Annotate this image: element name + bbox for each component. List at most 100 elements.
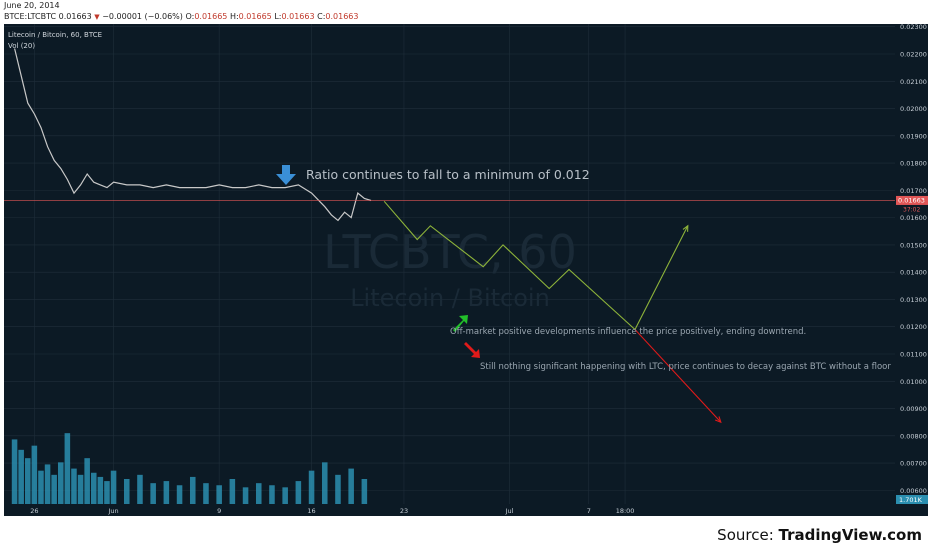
legend-volume: Vol (20) <box>8 42 35 50</box>
volume-bar <box>361 479 368 504</box>
price-chart[interactable]: LTCBTC, 60 Litecoin / Bitcoin Ratio cont… <box>0 24 932 518</box>
volume-bar <box>123 479 130 504</box>
x-tick-label: 16 <box>307 507 315 515</box>
bear-annotation: Still nothing significant happening with… <box>480 362 891 372</box>
time-axis <box>4 504 928 516</box>
volume-bar <box>90 472 97 504</box>
x-tick-label: 7 <box>587 507 591 515</box>
chart-date: June 20, 2014 <box>4 1 60 10</box>
price-axis <box>895 24 928 504</box>
volume-bar <box>64 433 71 504</box>
volume-bar <box>229 479 236 504</box>
volume-bar <box>97 476 104 504</box>
watermark: LTCBTC, 60 Litecoin / Bitcoin <box>323 225 577 312</box>
y-tick-label: 0.01500 <box>900 241 927 249</box>
source-name: TradingView.com <box>778 526 922 544</box>
countdown-label: 37:02 <box>903 206 920 213</box>
y-tick-label: 0.01200 <box>900 323 927 331</box>
watermark-sub: Litecoin / Bitcoin <box>350 284 550 312</box>
volume-bar <box>71 468 77 504</box>
volume-bar <box>308 470 315 504</box>
grid <box>4 24 895 504</box>
volume-bar <box>348 468 354 504</box>
y-tick-label: 0.01300 <box>900 296 927 304</box>
volume-bar <box>84 458 90 504</box>
y-tick-label: 0.01600 <box>900 214 927 222</box>
bear-arrowhead <box>714 416 722 424</box>
volume-bars <box>11 433 368 504</box>
price-change: −0.00001 (−0.06%) <box>102 12 183 21</box>
volume-bar <box>18 449 24 504</box>
open-label: O: <box>185 12 195 21</box>
close-label: C: <box>317 12 326 21</box>
high-label: H: <box>229 12 239 21</box>
y-tick-label: 0.00900 <box>900 405 927 413</box>
volume-bar <box>203 483 209 504</box>
legend-series: Litecoin / Bitcoin, 60, BTCE <box>8 31 102 39</box>
volume-bar <box>57 462 64 504</box>
close-value: 0.01663 <box>325 12 359 21</box>
high-value: 0.01665 <box>238 12 272 21</box>
y-tick-label: 0.00700 <box>900 460 927 468</box>
arrow-down-icon <box>276 165 296 185</box>
volume-bar <box>104 481 110 504</box>
bear-line <box>634 329 722 423</box>
volume-bar <box>176 485 183 504</box>
projection-line <box>383 200 689 331</box>
open-value: 0.01665 <box>194 12 228 21</box>
volume-bar <box>77 474 84 504</box>
volume-bar <box>11 439 18 504</box>
volume-bar <box>31 445 38 504</box>
y-tick-label: 0.01700 <box>900 187 927 195</box>
arrow-down-right-icon <box>464 342 480 358</box>
x-tick-labels: 26 Jun 9 16 23 Jul 7 18:00 <box>30 507 634 515</box>
chart-legend: Litecoin / Bitcoin, 60, BTCE Vol (20) <box>8 31 102 50</box>
volume-bar <box>150 483 156 504</box>
symbol-label: BTCE:LTCBTC <box>4 12 57 21</box>
volume-bar <box>110 470 117 504</box>
quote-line: BTCE:LTCBTC 0.01663 ▼ −0.00001 (−0.06%) … <box>4 12 358 21</box>
price-series <box>14 48 372 222</box>
volume-tag-label: 1.701K <box>899 496 923 504</box>
x-tick-label: 9 <box>217 507 221 515</box>
x-tick-label: Jun <box>107 507 118 515</box>
volume-bar <box>216 485 222 504</box>
plot-area <box>4 24 895 504</box>
volume-bar <box>335 474 341 504</box>
volume-bar <box>163 481 170 504</box>
volume-bar <box>255 483 262 504</box>
source-credit: Source: TradingView.com <box>717 526 922 544</box>
volume-bar <box>189 476 196 504</box>
volume-bar <box>282 487 288 504</box>
last-price: 0.01663 <box>58 12 92 21</box>
y-tick-labels: 0.02300 0.02200 0.02100 0.02000 0.01900 0.018… <box>900 24 927 495</box>
annotations: Ratio continues to fall to a minimum of … <box>276 165 891 372</box>
watermark-main: LTCBTC, 60 <box>323 225 577 279</box>
y-tick-label: 0.01900 <box>900 132 927 140</box>
price-line <box>14 48 372 222</box>
last-price-tag-label: 0.01663 <box>898 196 925 204</box>
volume-bar <box>24 458 31 504</box>
x-tick-label: 26 <box>30 507 38 515</box>
volume-bar <box>321 462 328 504</box>
y-tick-label: 0.01100 <box>900 351 927 359</box>
volume-bar <box>242 487 249 504</box>
volume-bar <box>51 474 57 504</box>
low-value: 0.01663 <box>281 12 315 21</box>
x-tick-label: Jul <box>505 507 514 515</box>
y-tick-label: 0.02300 <box>900 24 927 31</box>
y-tick-label: 0.02000 <box>900 105 927 113</box>
y-tick-label: 0.02200 <box>900 51 927 59</box>
volume-bar <box>295 481 302 504</box>
y-tick-label: 0.01800 <box>900 160 927 168</box>
bull-annotation: Off-market positive developments influen… <box>450 327 806 337</box>
source-prefix: Source: <box>717 526 779 544</box>
ratio-annotation: Ratio continues to fall to a minimum of … <box>306 167 590 182</box>
y-tick-label: 0.02100 <box>900 78 927 86</box>
y-tick-label: 0.00600 <box>900 487 927 495</box>
volume-bar <box>269 485 275 504</box>
volume-bar <box>38 470 44 504</box>
low-label: L: <box>274 12 282 21</box>
projection-arrowhead <box>682 224 689 232</box>
y-tick-label: 0.00800 <box>900 432 927 440</box>
